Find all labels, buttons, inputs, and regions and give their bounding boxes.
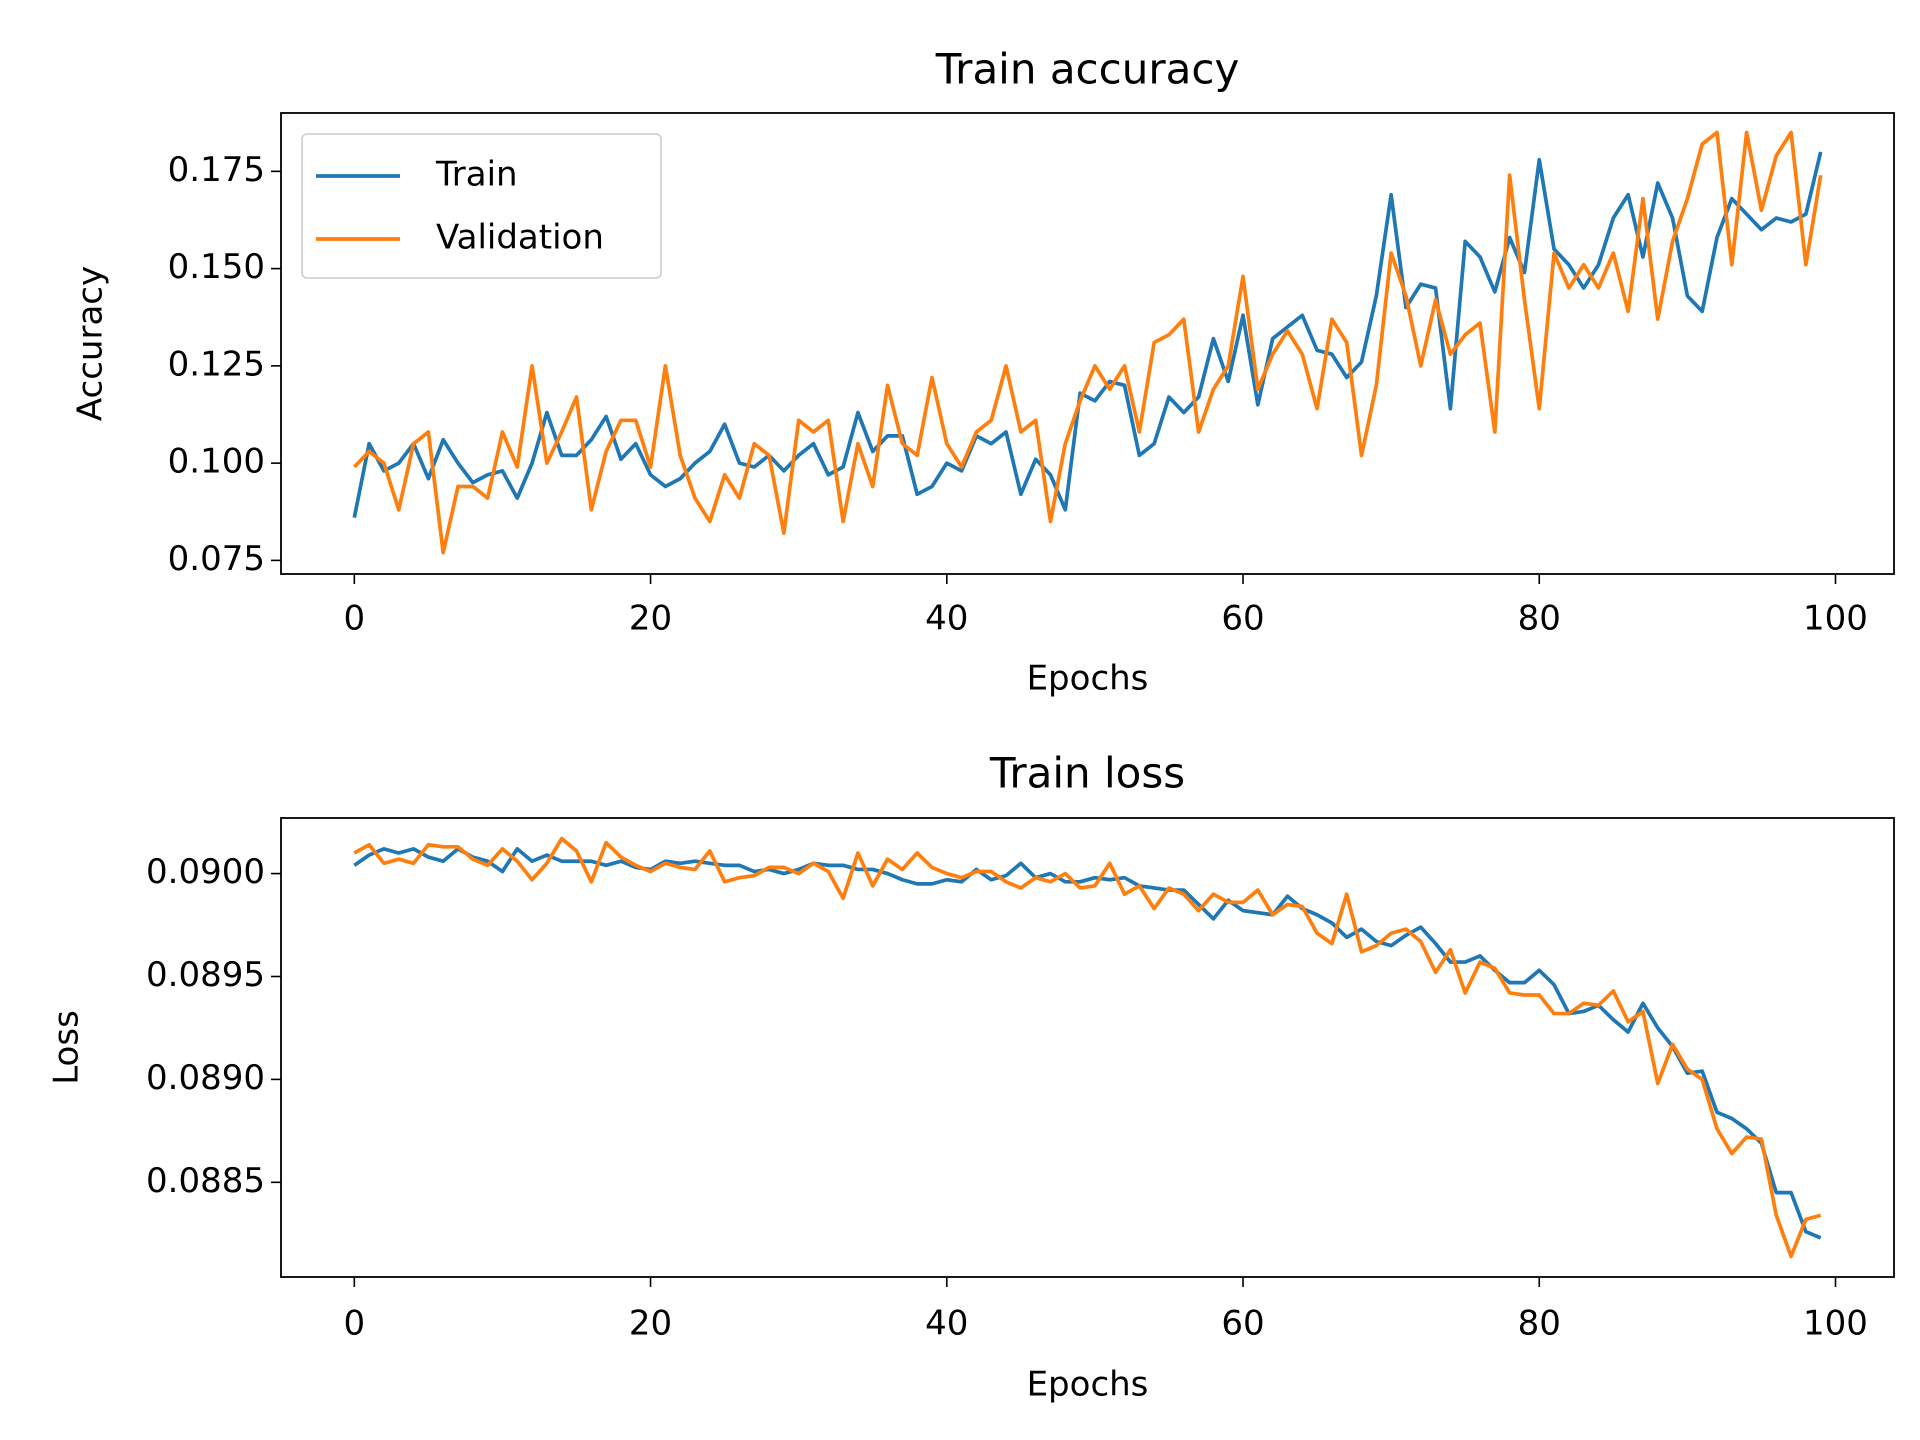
y-tick-label: 0.175 bbox=[168, 150, 265, 190]
x-axis-label: Epochs bbox=[1027, 1365, 1149, 1405]
x-tick-label: 0 bbox=[343, 1304, 365, 1344]
x-tick-label: 60 bbox=[1221, 599, 1264, 639]
x-tick-label: 20 bbox=[629, 1304, 672, 1344]
x-tick-label: 0 bbox=[343, 599, 365, 639]
y-tick-label: 0.0885 bbox=[146, 1161, 265, 1201]
y-tick-label: 0.0895 bbox=[146, 955, 265, 995]
y-tick-label: 0.125 bbox=[168, 344, 265, 384]
x-tick-label: 100 bbox=[1803, 599, 1868, 639]
data-line bbox=[353, 847, 1822, 1240]
x-tick-label: 100 bbox=[1803, 1304, 1868, 1344]
legend-label: Train bbox=[435, 155, 518, 195]
y-tick-label: 0.0890 bbox=[146, 1058, 265, 1098]
axes-frame bbox=[280, 817, 1895, 1278]
x-tick-label: 40 bbox=[925, 599, 968, 639]
data-line bbox=[352, 130, 1823, 555]
legend-label: Validation bbox=[436, 218, 604, 258]
x-tick-label: 60 bbox=[1221, 1304, 1264, 1344]
y-axis-label: Loss bbox=[47, 1010, 87, 1085]
y-axis-label: Accuracy bbox=[71, 266, 111, 421]
y-tick-label: 0.100 bbox=[168, 442, 265, 482]
x-tick-label: 80 bbox=[1518, 1304, 1561, 1344]
chart-title: Train accuracy bbox=[935, 45, 1240, 94]
x-axis-label: Epochs bbox=[1027, 659, 1149, 699]
y-tick-label: 0.0900 bbox=[146, 852, 265, 892]
y-tick-label: 0.075 bbox=[168, 539, 265, 579]
x-tick-label: 20 bbox=[629, 599, 672, 639]
data-line bbox=[353, 836, 1822, 1259]
chart-title: Train loss bbox=[989, 749, 1185, 798]
x-tick-label: 80 bbox=[1518, 599, 1561, 639]
x-tick-label: 40 bbox=[925, 1304, 968, 1344]
axes-frame bbox=[280, 112, 1895, 575]
y-tick-label: 0.150 bbox=[168, 247, 265, 287]
legend-box bbox=[301, 133, 662, 279]
